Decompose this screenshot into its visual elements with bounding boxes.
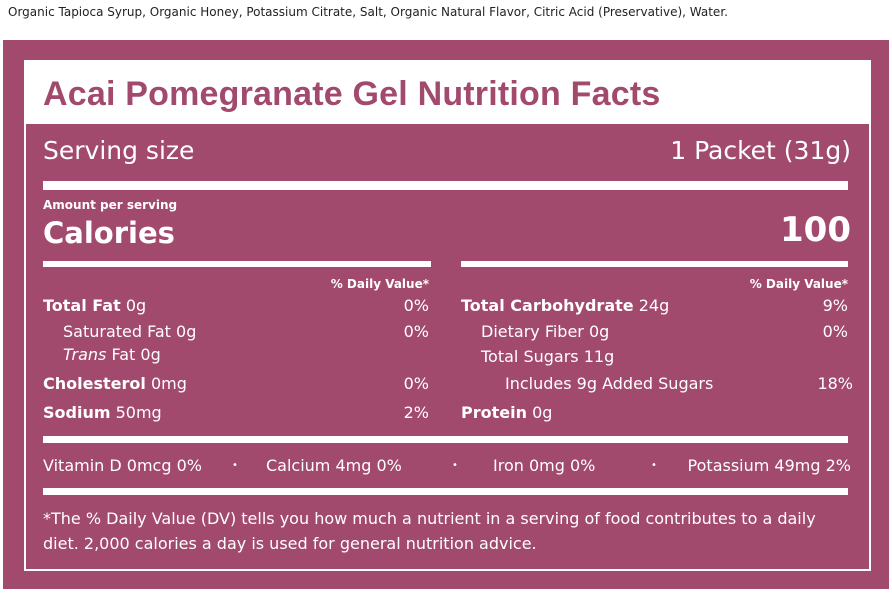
vitamin-separator: • (232, 460, 238, 471)
vitamin-separator: • (651, 460, 657, 471)
total-carb-amount: 24g (638, 296, 670, 315)
calories-value: 100 (780, 210, 851, 250)
serving-size-value: 1 Packet (31g) (670, 136, 851, 165)
sodium-row: Sodium 50mg (43, 403, 162, 422)
vitamin-d: Vitamin D 0mcg 0% (43, 456, 202, 475)
total-sugars-amount: 11g (583, 347, 615, 366)
total-carb-label: Total Carbohydrate (461, 296, 634, 315)
cholesterol-amount: 0mg (150, 374, 187, 393)
protein-row: Protein 0g (461, 403, 552, 422)
total-sugars-row: Total Sugars 11g (481, 347, 614, 366)
sodium-label: Sodium (43, 403, 111, 422)
ingredients-text: Organic Tapioca Syrup, Organic Honey, Po… (8, 5, 728, 19)
right-dv-header: % Daily Value* (749, 277, 848, 291)
right-divider (461, 261, 848, 267)
cholesterol-row: Cholesterol 0mg (43, 374, 187, 393)
cholesterol-dv: 0% (403, 374, 429, 393)
amount-per-serving: Amount per serving (43, 198, 178, 212)
total-fat-row: Total Fat 0g (43, 296, 146, 315)
vitamin-separator: • (452, 460, 458, 471)
total-fat-amount: 0g (125, 296, 147, 315)
iron: Iron 0mg 0% (493, 456, 596, 475)
thick-divider (43, 181, 848, 190)
potassium: Potassium 49mg 2% (687, 456, 851, 475)
label-title: Acai Pomegranate Gel Nutrition Facts (43, 75, 661, 113)
calories-label: Calories (43, 216, 175, 250)
calcium: Calcium 4mg 0% (266, 456, 402, 475)
sodium-dv: 2% (403, 403, 429, 422)
fiber-dv: 0% (822, 322, 848, 341)
added-sugars-dv: 18% (817, 374, 853, 393)
protein-amount: 0g (532, 403, 553, 422)
saturated-fat-row: Saturated Fat 0g (63, 322, 196, 341)
footnote-line-2: diet. 2,000 calories a day is used for g… (43, 534, 537, 553)
saturated-fat-dv: 0% (403, 322, 429, 341)
cholesterol-label: Cholesterol (43, 374, 146, 393)
total-sugars-label: Total Sugars (481, 347, 579, 366)
trans-fat-row: Trans Fat 0g (63, 345, 161, 364)
footnote-divider (43, 488, 848, 495)
trans-fat-label: Fat (111, 345, 136, 364)
added-sugars-label: Includes 9g Added Sugars (505, 374, 714, 393)
trans-fat-amount: 0g (140, 345, 161, 364)
saturated-fat-label: Saturated Fat (63, 322, 171, 341)
left-divider (43, 261, 431, 267)
nutrition-panel: Acai Pomegranate Gel Nutrition Facts Ser… (3, 40, 889, 589)
trans-fat-italic: Trans (63, 345, 107, 364)
total-carb-dv: 9% (822, 296, 848, 315)
serving-size-label: Serving size (43, 136, 195, 165)
fiber-amount: 0g (588, 322, 610, 341)
total-carb-row: Total Carbohydrate 24g (461, 296, 669, 315)
total-fat-dv: 0% (403, 296, 429, 315)
nutrition-label: Acai Pomegranate Gel Nutrition Facts Ser… (24, 60, 871, 571)
title-band: Acai Pomegranate Gel Nutrition Facts (24, 62, 871, 124)
fiber-label: Dietary Fiber (481, 322, 584, 341)
vitamins-top-divider (43, 436, 848, 443)
footnote-line-1: *The % Daily Value (DV) tells you how mu… (43, 509, 816, 528)
left-dv-header: % Daily Value* (330, 277, 429, 291)
sodium-amount: 50mg (115, 403, 162, 422)
total-fat-label: Total Fat (43, 296, 121, 315)
fiber-row: Dietary Fiber 0g (481, 322, 609, 341)
protein-label: Protein (461, 403, 527, 422)
saturated-fat-amount: 0g (176, 322, 197, 341)
